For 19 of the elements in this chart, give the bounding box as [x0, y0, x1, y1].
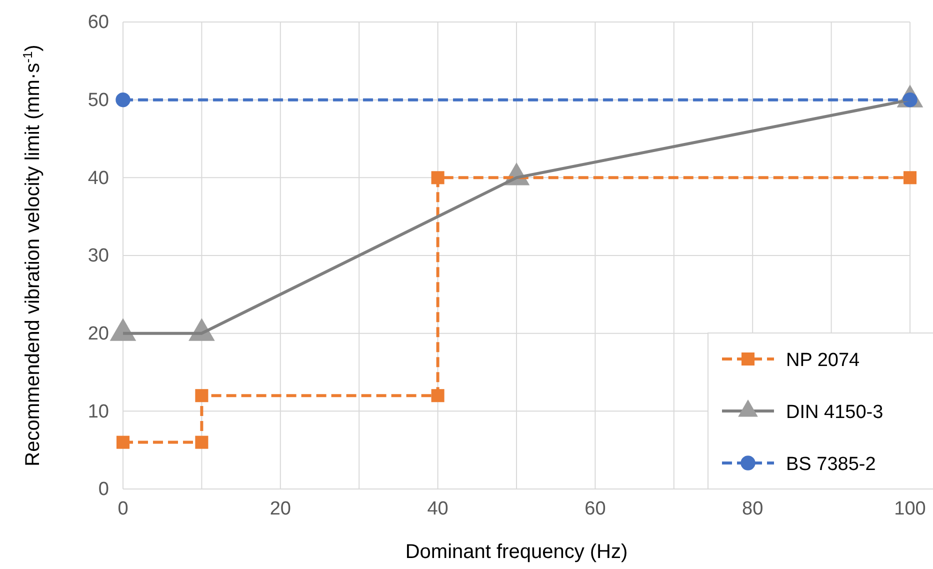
- legend-label: DIN 4150-3: [786, 402, 884, 423]
- legend-label: BS 7385-2: [786, 454, 876, 475]
- y-tick-label: 60: [88, 12, 109, 34]
- x-tick-label: 40: [427, 498, 448, 520]
- y-tick-label: 20: [88, 323, 109, 344]
- y-tick-label: 0: [98, 479, 109, 500]
- x-tick-label: 60: [584, 498, 606, 520]
- x-axis-title: Dominant frequency (Hz): [405, 541, 628, 563]
- point: [116, 92, 130, 108]
- y-tick-label: 50: [88, 90, 109, 111]
- x-tick-label: 0: [118, 498, 128, 520]
- point: [903, 171, 917, 184]
- y-tick-label: 10: [88, 401, 109, 422]
- y-tick-label: 40: [88, 168, 109, 189]
- y-tick-label: 30: [88, 246, 109, 267]
- x-tick-label: 20: [270, 498, 291, 520]
- x-tick-label: 80: [742, 498, 764, 520]
- legend-label: NP 2074: [786, 350, 860, 371]
- x-tick-label: 100: [894, 498, 926, 520]
